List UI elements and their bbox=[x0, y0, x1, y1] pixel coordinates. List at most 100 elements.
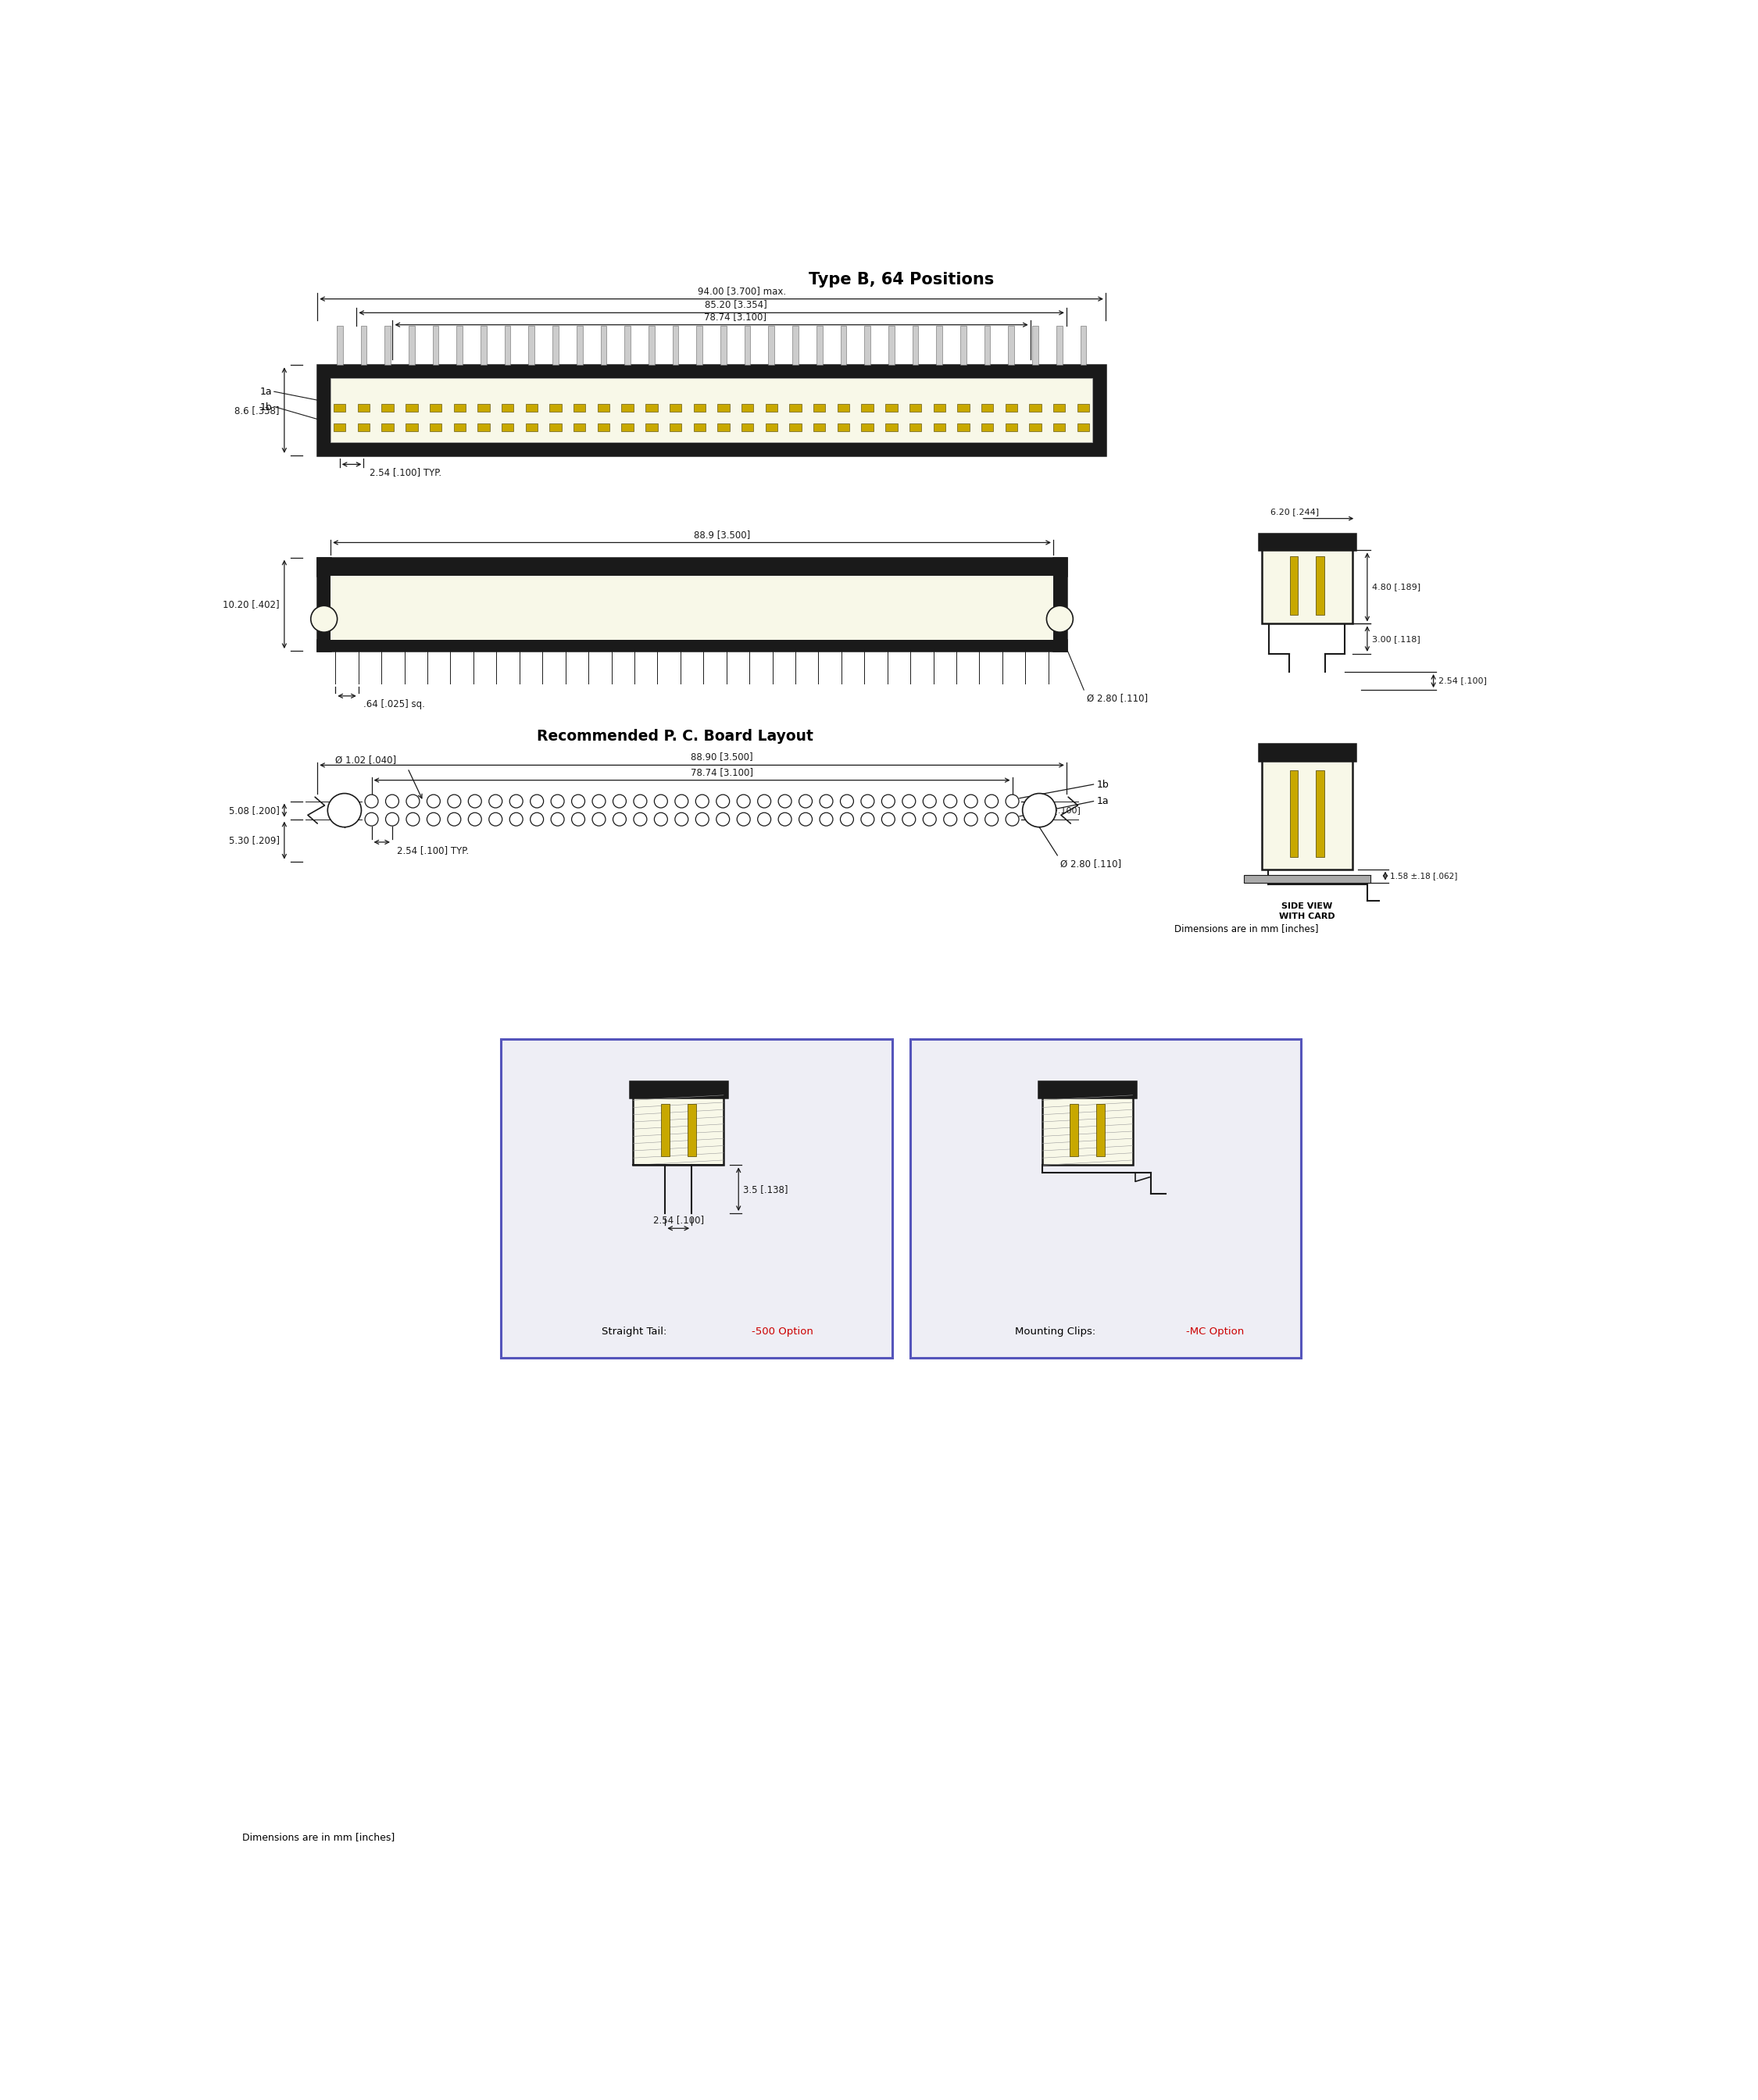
Bar bbox=[1290, 771, 1297, 857]
Text: 10.20 [.402]: 10.20 [.402] bbox=[223, 598, 280, 609]
Text: -MC Option: -MC Option bbox=[1187, 1327, 1245, 1336]
Bar bbox=[1078, 403, 1090, 412]
Circle shape bbox=[923, 813, 937, 825]
Bar bbox=[331, 575, 1053, 640]
Circle shape bbox=[550, 813, 564, 825]
Circle shape bbox=[984, 794, 999, 808]
Bar bbox=[381, 424, 394, 430]
Bar bbox=[573, 403, 585, 412]
Bar bbox=[633, 1098, 724, 1166]
Circle shape bbox=[489, 813, 503, 825]
Bar bbox=[696, 326, 703, 365]
Circle shape bbox=[571, 794, 585, 808]
Bar bbox=[765, 403, 777, 412]
Bar bbox=[598, 403, 610, 412]
Bar bbox=[1259, 533, 1355, 550]
Circle shape bbox=[633, 794, 647, 808]
Text: Recommended P. C. Board Layout: Recommended P. C. Board Layout bbox=[538, 729, 814, 743]
Circle shape bbox=[1023, 794, 1057, 827]
Bar bbox=[629, 1082, 728, 1098]
Circle shape bbox=[614, 794, 626, 808]
Bar bbox=[336, 326, 343, 365]
Bar bbox=[1097, 1105, 1106, 1157]
Bar bbox=[645, 424, 657, 430]
Text: Ø 2.80 [.110]: Ø 2.80 [.110] bbox=[1086, 693, 1148, 704]
Bar bbox=[960, 326, 967, 365]
Circle shape bbox=[1006, 813, 1020, 825]
Bar bbox=[550, 424, 561, 430]
Circle shape bbox=[531, 794, 543, 808]
Text: 88.90 [3.500]: 88.90 [3.500] bbox=[691, 752, 752, 762]
Text: 88.9 [3.500]: 88.9 [3.500] bbox=[694, 529, 751, 540]
Circle shape bbox=[840, 794, 854, 808]
Bar bbox=[984, 326, 990, 365]
Bar bbox=[958, 424, 969, 430]
Bar bbox=[622, 403, 633, 412]
Bar bbox=[1028, 424, 1041, 430]
Bar bbox=[1245, 876, 1369, 882]
Text: 2.54 [.100] TYP.: 2.54 [.100] TYP. bbox=[397, 844, 469, 855]
Bar bbox=[645, 403, 657, 412]
Bar bbox=[334, 424, 346, 430]
Bar bbox=[721, 326, 726, 365]
Bar bbox=[937, 326, 942, 365]
Circle shape bbox=[965, 794, 977, 808]
Bar bbox=[649, 326, 654, 365]
Circle shape bbox=[923, 794, 937, 808]
Bar bbox=[742, 424, 754, 430]
Bar bbox=[381, 403, 394, 412]
Circle shape bbox=[840, 813, 854, 825]
Circle shape bbox=[427, 813, 440, 825]
Circle shape bbox=[327, 794, 362, 827]
Circle shape bbox=[531, 813, 543, 825]
Circle shape bbox=[944, 794, 956, 808]
Circle shape bbox=[510, 813, 522, 825]
Bar bbox=[661, 1105, 670, 1157]
Text: Dimensions are in mm [inches]: Dimensions are in mm [inches] bbox=[243, 1831, 396, 1842]
Bar bbox=[981, 403, 993, 412]
Text: 5.08 [.200]: 5.08 [.200] bbox=[229, 804, 280, 815]
Bar bbox=[693, 424, 705, 430]
Bar bbox=[912, 326, 918, 365]
Circle shape bbox=[737, 813, 751, 825]
Circle shape bbox=[696, 813, 708, 825]
Bar bbox=[457, 326, 462, 365]
Bar bbox=[318, 559, 1067, 575]
Bar bbox=[888, 326, 895, 365]
Bar bbox=[765, 424, 777, 430]
Text: 1b: 1b bbox=[260, 401, 272, 412]
Circle shape bbox=[654, 813, 668, 825]
Bar bbox=[406, 424, 418, 430]
Bar bbox=[454, 403, 466, 412]
Circle shape bbox=[510, 794, 522, 808]
Bar bbox=[1079, 326, 1086, 365]
Bar bbox=[526, 403, 538, 412]
Bar bbox=[1053, 403, 1065, 412]
Circle shape bbox=[385, 813, 399, 825]
Circle shape bbox=[675, 813, 687, 825]
Bar bbox=[1053, 559, 1067, 651]
Bar bbox=[432, 326, 438, 365]
Bar bbox=[837, 424, 849, 430]
Bar bbox=[601, 326, 607, 365]
Bar bbox=[933, 424, 946, 430]
Bar bbox=[573, 424, 585, 430]
Bar bbox=[478, 424, 489, 430]
Bar bbox=[911, 1040, 1301, 1359]
Bar bbox=[909, 424, 921, 430]
Circle shape bbox=[406, 794, 420, 808]
Circle shape bbox=[311, 605, 338, 632]
Circle shape bbox=[819, 794, 833, 808]
Bar bbox=[1039, 1082, 1136, 1098]
Circle shape bbox=[427, 794, 440, 808]
Circle shape bbox=[798, 813, 812, 825]
Text: 3.5 [.138]: 3.5 [.138] bbox=[744, 1184, 788, 1195]
Bar bbox=[429, 403, 441, 412]
Bar bbox=[840, 326, 846, 365]
Circle shape bbox=[654, 794, 668, 808]
Bar bbox=[1290, 556, 1297, 615]
Bar bbox=[529, 326, 534, 365]
Bar bbox=[933, 403, 946, 412]
Text: Ø 1.02 [.040]: Ø 1.02 [.040] bbox=[336, 756, 397, 764]
Circle shape bbox=[716, 813, 730, 825]
